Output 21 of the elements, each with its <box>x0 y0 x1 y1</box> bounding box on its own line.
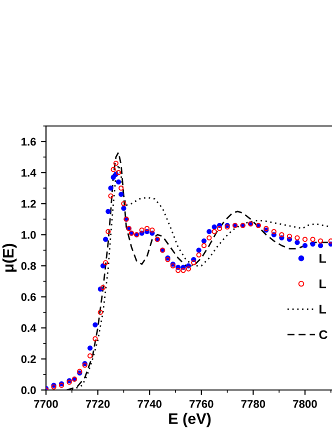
y-tick-label: 0.0 <box>21 386 36 394</box>
legend-label: C <box>319 330 328 340</box>
x-axis-title: E (eV) <box>169 412 211 428</box>
x-tick-label: 7740 <box>138 400 162 408</box>
legend-label: L <box>320 280 326 288</box>
y-tick-label: 1.0 <box>22 230 36 239</box>
y-tick-label: 0.8 <box>21 262 36 270</box>
x-tick-label: 7780 <box>241 400 266 408</box>
y-tick-label: 1.4 <box>22 168 36 177</box>
legend-label: L <box>320 304 326 314</box>
legend-label: L <box>320 254 326 263</box>
y-tick-label: 1.6 <box>22 138 36 146</box>
y-tick-label: 0.2 <box>21 355 36 364</box>
x-tick-label: 7800 <box>293 400 317 408</box>
x-tick-label: 7760 <box>190 400 214 408</box>
x-tick-label: 7720 <box>86 400 110 408</box>
x-tick-label: 7700 <box>34 400 58 408</box>
y-tick-label: 0.4 <box>21 324 36 332</box>
y-tick-label: 0.6 <box>21 293 36 301</box>
y-tick-label: 1.2 <box>22 200 36 208</box>
y-axis-title: μ(E) <box>2 244 17 272</box>
